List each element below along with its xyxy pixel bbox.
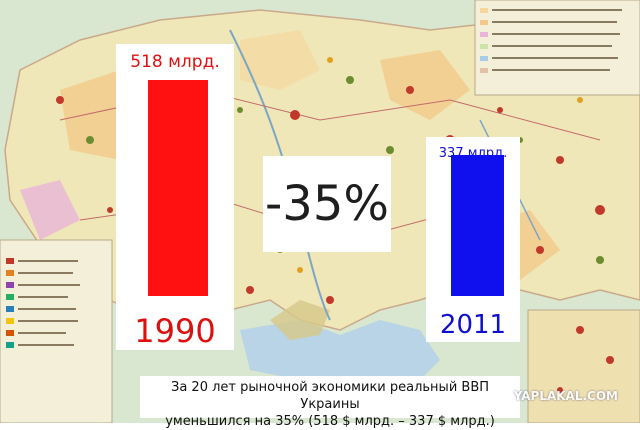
watermark-text: YAPLAKAL.COM [513,389,618,403]
legend-panel-top [474,0,640,96]
bar-year-label-2011: 2011 [439,310,507,340]
inset-map [527,309,640,423]
bar-2011 [451,155,504,296]
caption-line-2: уменьшился на 35% (518 $ млрд. – 337 $ м… [165,414,495,429]
bar-1990 [148,80,208,296]
percent-change-panel: -35% [263,156,391,252]
percent-change-label: -35% [264,176,389,232]
caption-box: За 20 лет рыночной экономики реальный ВВ… [140,376,520,429]
bar-value-label-1990: 518 млрд. [130,52,220,72]
legend-panel [0,239,113,423]
bar-year-label-1990: 1990 [134,312,216,350]
caption-line-1: За 20 лет рыночной экономики реальный ВВ… [170,380,490,412]
